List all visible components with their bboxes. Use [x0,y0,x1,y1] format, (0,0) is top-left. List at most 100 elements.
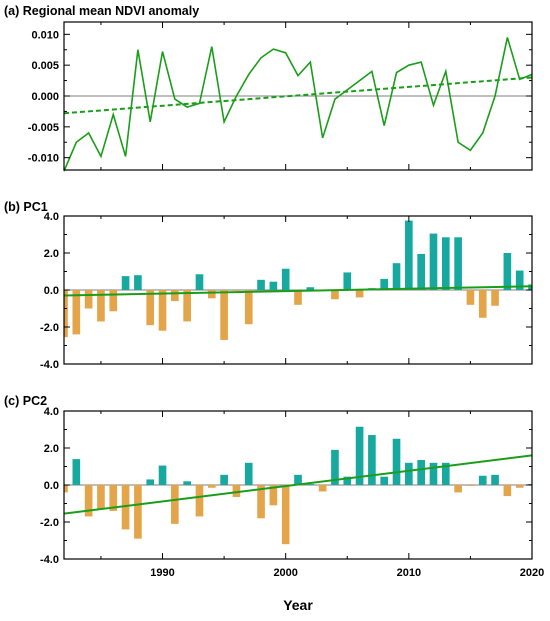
y-tick-label: 0.005 [31,60,59,72]
bar-2000 [281,268,290,290]
panel-a: (a) Regional mean NDVI anomaly 0.010 0.00… [4,4,533,172]
bar-2016 [478,290,487,318]
bar-2000 [281,485,290,545]
x-axis-label: Year [283,597,313,613]
bar-2002 [306,287,315,290]
trend-line [63,454,533,515]
bar-1990 [158,290,167,331]
bar-1999 [269,485,278,506]
bar-2018 [503,485,512,497]
bar-2006 [355,426,364,485]
x-tick-label: 1990 [150,567,174,579]
bar-1996 [232,290,241,291]
y-tick-label: 0.010 [31,29,59,41]
bar-2013 [441,237,450,290]
bar-1996 [232,485,241,498]
y-tick-label: 0.000 [31,91,59,103]
bar-2009 [392,263,401,290]
bar-2001 [294,290,302,305]
bar-1992 [183,481,191,485]
y-tick-label: -2.0 [40,322,59,334]
y-tick-label: -0.010 [28,153,59,165]
bar-1985 [97,290,105,322]
bar-2008 [380,476,389,485]
bar-2009 [392,438,401,485]
bar-1994 [207,485,216,488]
x-tick-label: 2010 [397,567,421,579]
bar-2013 [441,462,450,485]
bar-2019 [515,485,524,488]
bar-1983 [72,290,81,335]
bar-1991 [171,485,179,524]
bar-1995 [220,474,228,485]
bar-2016 [478,475,487,485]
bar-1997 [244,462,253,485]
bar-1988 [134,275,142,290]
y-tick-label: -2.0 [40,517,59,529]
bar-2004 [331,290,339,300]
bar-1982 [64,485,68,493]
ndvi-trend-line [63,76,533,115]
bar-1993 [195,274,204,290]
bar-1989 [146,290,155,326]
y-tick-label: 2.0 [44,248,59,260]
bar-2003 [318,485,327,492]
bar-2014 [454,237,462,290]
trend-line [63,285,533,297]
bar-2004 [331,449,339,485]
bar-1988 [134,485,142,539]
bar-2012 [429,462,438,485]
bar-1984 [84,290,93,309]
x-tick-label: 2020 [520,567,544,579]
panel-b-title: (b) PC1 [4,200,48,214]
bar-1994 [207,290,216,299]
bar-2005 [343,272,352,290]
ndvi-anomaly-line [63,37,533,172]
bar-2002 [306,484,315,485]
bar-1984 [84,485,93,517]
bar-2006 [355,290,364,298]
bar-2015 [466,290,475,305]
bar-1995 [220,290,228,340]
y-tick-label: 0.0 [44,285,59,297]
y-tick-label: -4.0 [40,554,59,566]
bar-2001 [294,474,302,485]
bar-1990 [158,465,167,485]
bar-2019 [515,270,524,290]
bar-2007 [368,435,376,485]
bar-1983 [72,459,81,485]
bar-2018 [503,253,512,290]
bar-1993 [195,485,204,517]
bar-1992 [183,290,191,322]
bar-1991 [171,290,179,302]
y-tick-label: -0.005 [28,122,59,134]
bar-2008 [380,278,389,290]
bar-1998 [257,279,265,290]
x-tick-label: 2000 [273,567,297,579]
bar-1986 [109,290,118,312]
bar-2015 [466,485,475,486]
panel-c: (c) PC2 4.0 2.0 0.0 -2.0 -4.0 1990 2000 2010 20… [4,394,544,579]
bar-2011 [417,460,425,485]
panel-a-title: (a) Regional mean NDVI anomaly [4,4,199,18]
y-tick-label: 4.0 [44,406,59,418]
bar-1998 [257,485,265,519]
y-tick-label: -4.0 [40,359,59,371]
bar-1986 [109,485,118,511]
bar-1997 [244,290,253,325]
bar-2010 [405,462,413,485]
bar-1985 [97,485,105,510]
bar-1982 [64,290,68,338]
bar-2010 [405,220,413,291]
bar-2011 [417,253,425,290]
y-tick-label: 0.0 [44,480,59,492]
panel-b: (b) PC1 4.0 2.0 0.0 -2.0 -4.0 [4,200,533,371]
bar-1989 [146,479,155,485]
bar-2005 [343,476,352,485]
y-tick-label: 4.0 [44,211,59,223]
bar-1987 [121,485,130,530]
bar-2017 [491,290,499,306]
bar-1987 [121,276,130,291]
panel-c-title: (c) PC2 [4,394,47,408]
